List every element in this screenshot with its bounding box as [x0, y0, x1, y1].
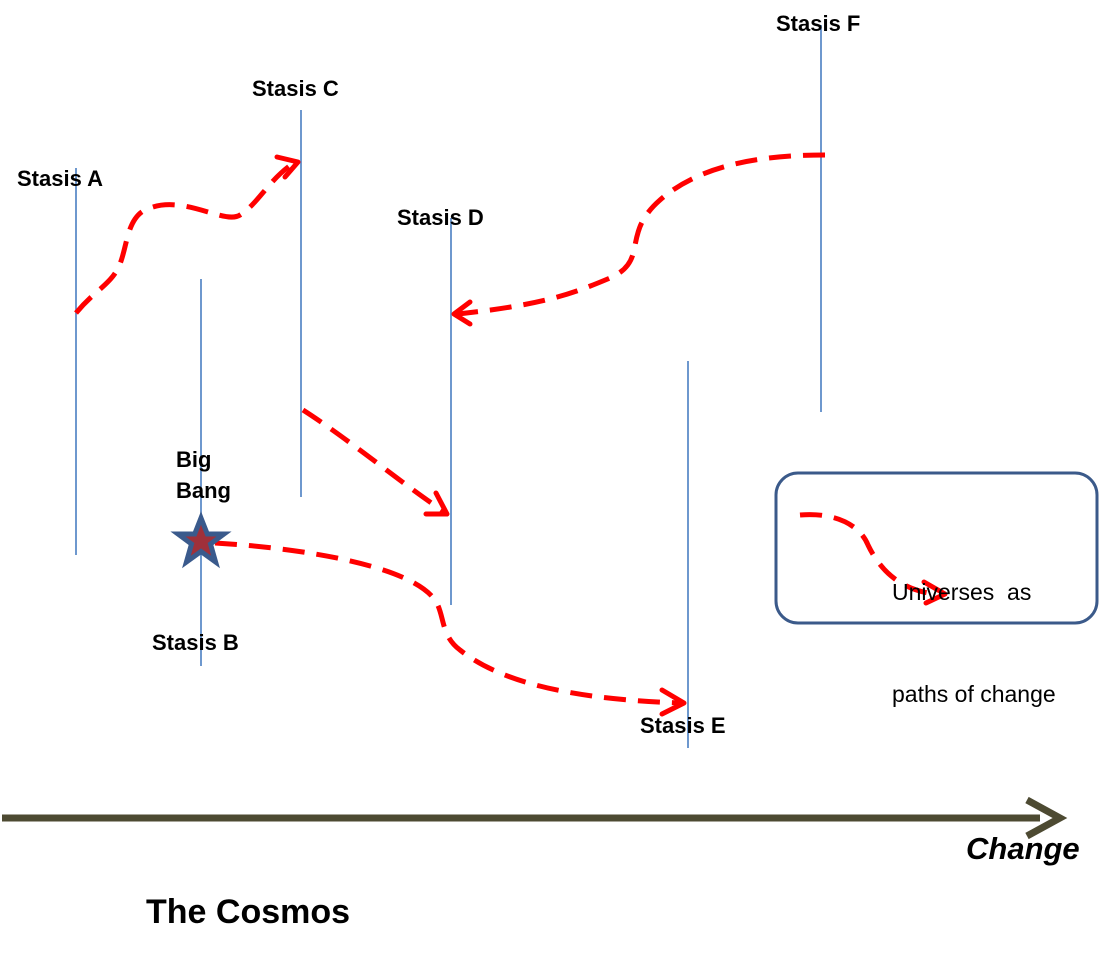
- arrowhead-d-lower: [423, 490, 450, 517]
- legend-line-2: paths of change: [892, 681, 1056, 707]
- legend-box: [774, 471, 1099, 625]
- stasis-e-label: Stasis E: [640, 713, 726, 738]
- big-bang-line-1: Big: [176, 447, 212, 472]
- stasis-f-label: Stasis F: [776, 11, 861, 36]
- big-bang-label: Big Bang: [176, 444, 231, 506]
- star-icon: [170, 511, 232, 569]
- legend-text: Universes as paths of change: [892, 507, 1056, 745]
- change-axis-arrowhead: [1025, 796, 1068, 840]
- path-c-to-d: [301, 407, 447, 515]
- legend-arrowhead: [921, 579, 948, 606]
- path-a-to-c: [74, 159, 297, 315]
- path-f-to-d: [457, 152, 826, 317]
- big-bang-line-2: Bang: [176, 478, 231, 503]
- stasis-b-label: Stasis B: [152, 630, 239, 655]
- stasis-c-label: Stasis C: [252, 76, 339, 101]
- arrowhead-e: [659, 687, 687, 717]
- legend-line-1: Universes as: [892, 579, 1032, 605]
- arrowhead-d-upper: [451, 299, 473, 327]
- stasis-d-label: Stasis D: [397, 205, 484, 230]
- arrowhead-c: [274, 154, 301, 180]
- stasis-a-label: Stasis A: [17, 166, 104, 191]
- legend-path-sample: [799, 512, 936, 597]
- cosmos-title: The Cosmos: [146, 893, 351, 931]
- change-axis-label: Change: [966, 831, 1080, 866]
- path-bigbang-to-e: [214, 540, 681, 706]
